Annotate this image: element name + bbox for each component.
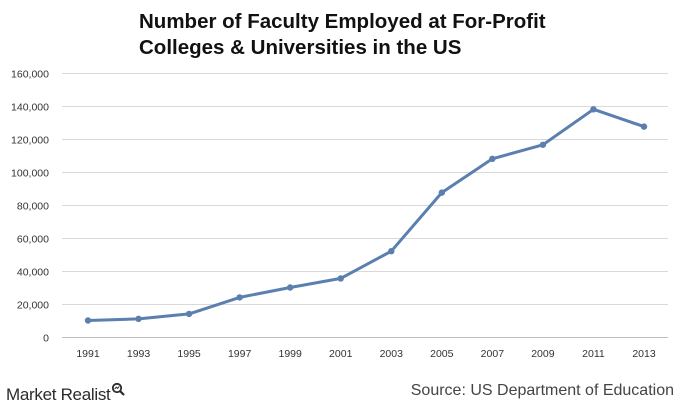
data-point — [84, 317, 92, 324]
x-tick-label: 1999 — [279, 348, 303, 360]
data-point — [286, 284, 294, 291]
brand-name: Market Realist — [6, 385, 111, 404]
y-tick-label: 140,000 — [11, 102, 49, 114]
data-point — [539, 141, 547, 148]
y-axis-tick-labels: 0 20,000 40,000 60,000 80,000 100,000 120,000 1… — [11, 69, 49, 345]
data-point — [590, 106, 597, 113]
data-point — [388, 248, 395, 255]
y-tick-label: 40,000 — [17, 267, 49, 279]
y-tick-label: 120,000 — [11, 135, 49, 147]
data-point — [438, 189, 446, 196]
x-tick-label: 2003 — [380, 348, 404, 360]
y-tick-label: 160,000 — [11, 69, 49, 81]
x-tick-label: 1997 — [228, 348, 252, 360]
y-tick-label: 60,000 — [17, 234, 49, 246]
data-point — [236, 294, 243, 301]
data-point — [489, 155, 496, 162]
data-point — [337, 275, 344, 282]
y-tick-label: 0 — [43, 333, 49, 345]
y-tick-label: 20,000 — [17, 300, 49, 312]
data-point — [640, 123, 648, 130]
chart-title-line-2: Colleges & Universities in the US — [139, 36, 461, 59]
chart-title: Number of Faculty Employed at For-Profit… — [139, 10, 546, 59]
series-line — [86, 107, 646, 322]
x-tick-label: 2009 — [531, 348, 555, 360]
x-tick-label: 2005 — [430, 348, 454, 360]
chart-title-line-1: Number of Faculty Employed at For-Profit — [139, 10, 546, 33]
magnifier-icon — [111, 380, 126, 396]
brand-logo: Market Realist — [6, 380, 126, 404]
gridlines — [62, 73, 668, 338]
x-axis-tick-labels: 1991 1993 1995 1997 1999 2001 2003 2005 2007 2009… — [76, 348, 656, 360]
x-tick-label: 2001 — [329, 348, 353, 360]
source-note: Source: US Department of Education — [410, 382, 674, 399]
y-tick-label: 80,000 — [17, 201, 49, 213]
x-tick-label: 2013 — [632, 348, 656, 360]
x-tick-label: 1991 — [76, 348, 100, 360]
series — [84, 106, 648, 324]
y-tick-label: 100,000 — [11, 168, 49, 180]
x-tick-label: 1995 — [177, 348, 201, 360]
x-tick-label: 1993 — [127, 348, 151, 360]
x-tick-label: 2011 — [582, 348, 605, 360]
x-tick-label: 2007 — [481, 348, 505, 360]
data-point — [185, 310, 193, 318]
data-point — [135, 315, 142, 323]
